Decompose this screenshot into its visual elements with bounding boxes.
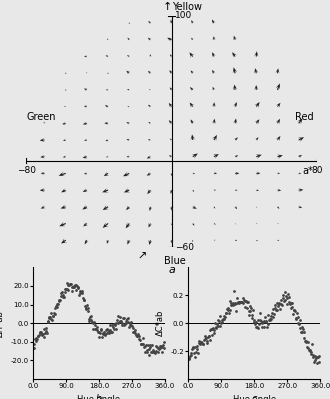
Text: c: c bbox=[251, 394, 257, 399]
Text: ↑: ↑ bbox=[162, 2, 172, 12]
Text: Yellow: Yellow bbox=[172, 2, 202, 12]
Text: −60: −60 bbox=[175, 243, 194, 252]
X-axis label: Hue angle: Hue angle bbox=[78, 395, 120, 399]
Text: Red: Red bbox=[295, 112, 313, 122]
Text: ↗: ↗ bbox=[138, 252, 147, 262]
Text: Blue: Blue bbox=[164, 256, 186, 266]
Text: a: a bbox=[168, 265, 175, 275]
Y-axis label: ΔC*ab: ΔC*ab bbox=[156, 310, 165, 336]
Text: −80: −80 bbox=[17, 166, 36, 176]
Text: a*: a* bbox=[302, 166, 313, 176]
Y-axis label: ΔH*ab: ΔH*ab bbox=[0, 310, 5, 337]
Text: b: b bbox=[96, 394, 102, 399]
X-axis label: Hue angle: Hue angle bbox=[233, 395, 276, 399]
Text: 100: 100 bbox=[175, 12, 192, 20]
Text: Green: Green bbox=[26, 112, 56, 122]
Text: 80: 80 bbox=[311, 166, 322, 176]
